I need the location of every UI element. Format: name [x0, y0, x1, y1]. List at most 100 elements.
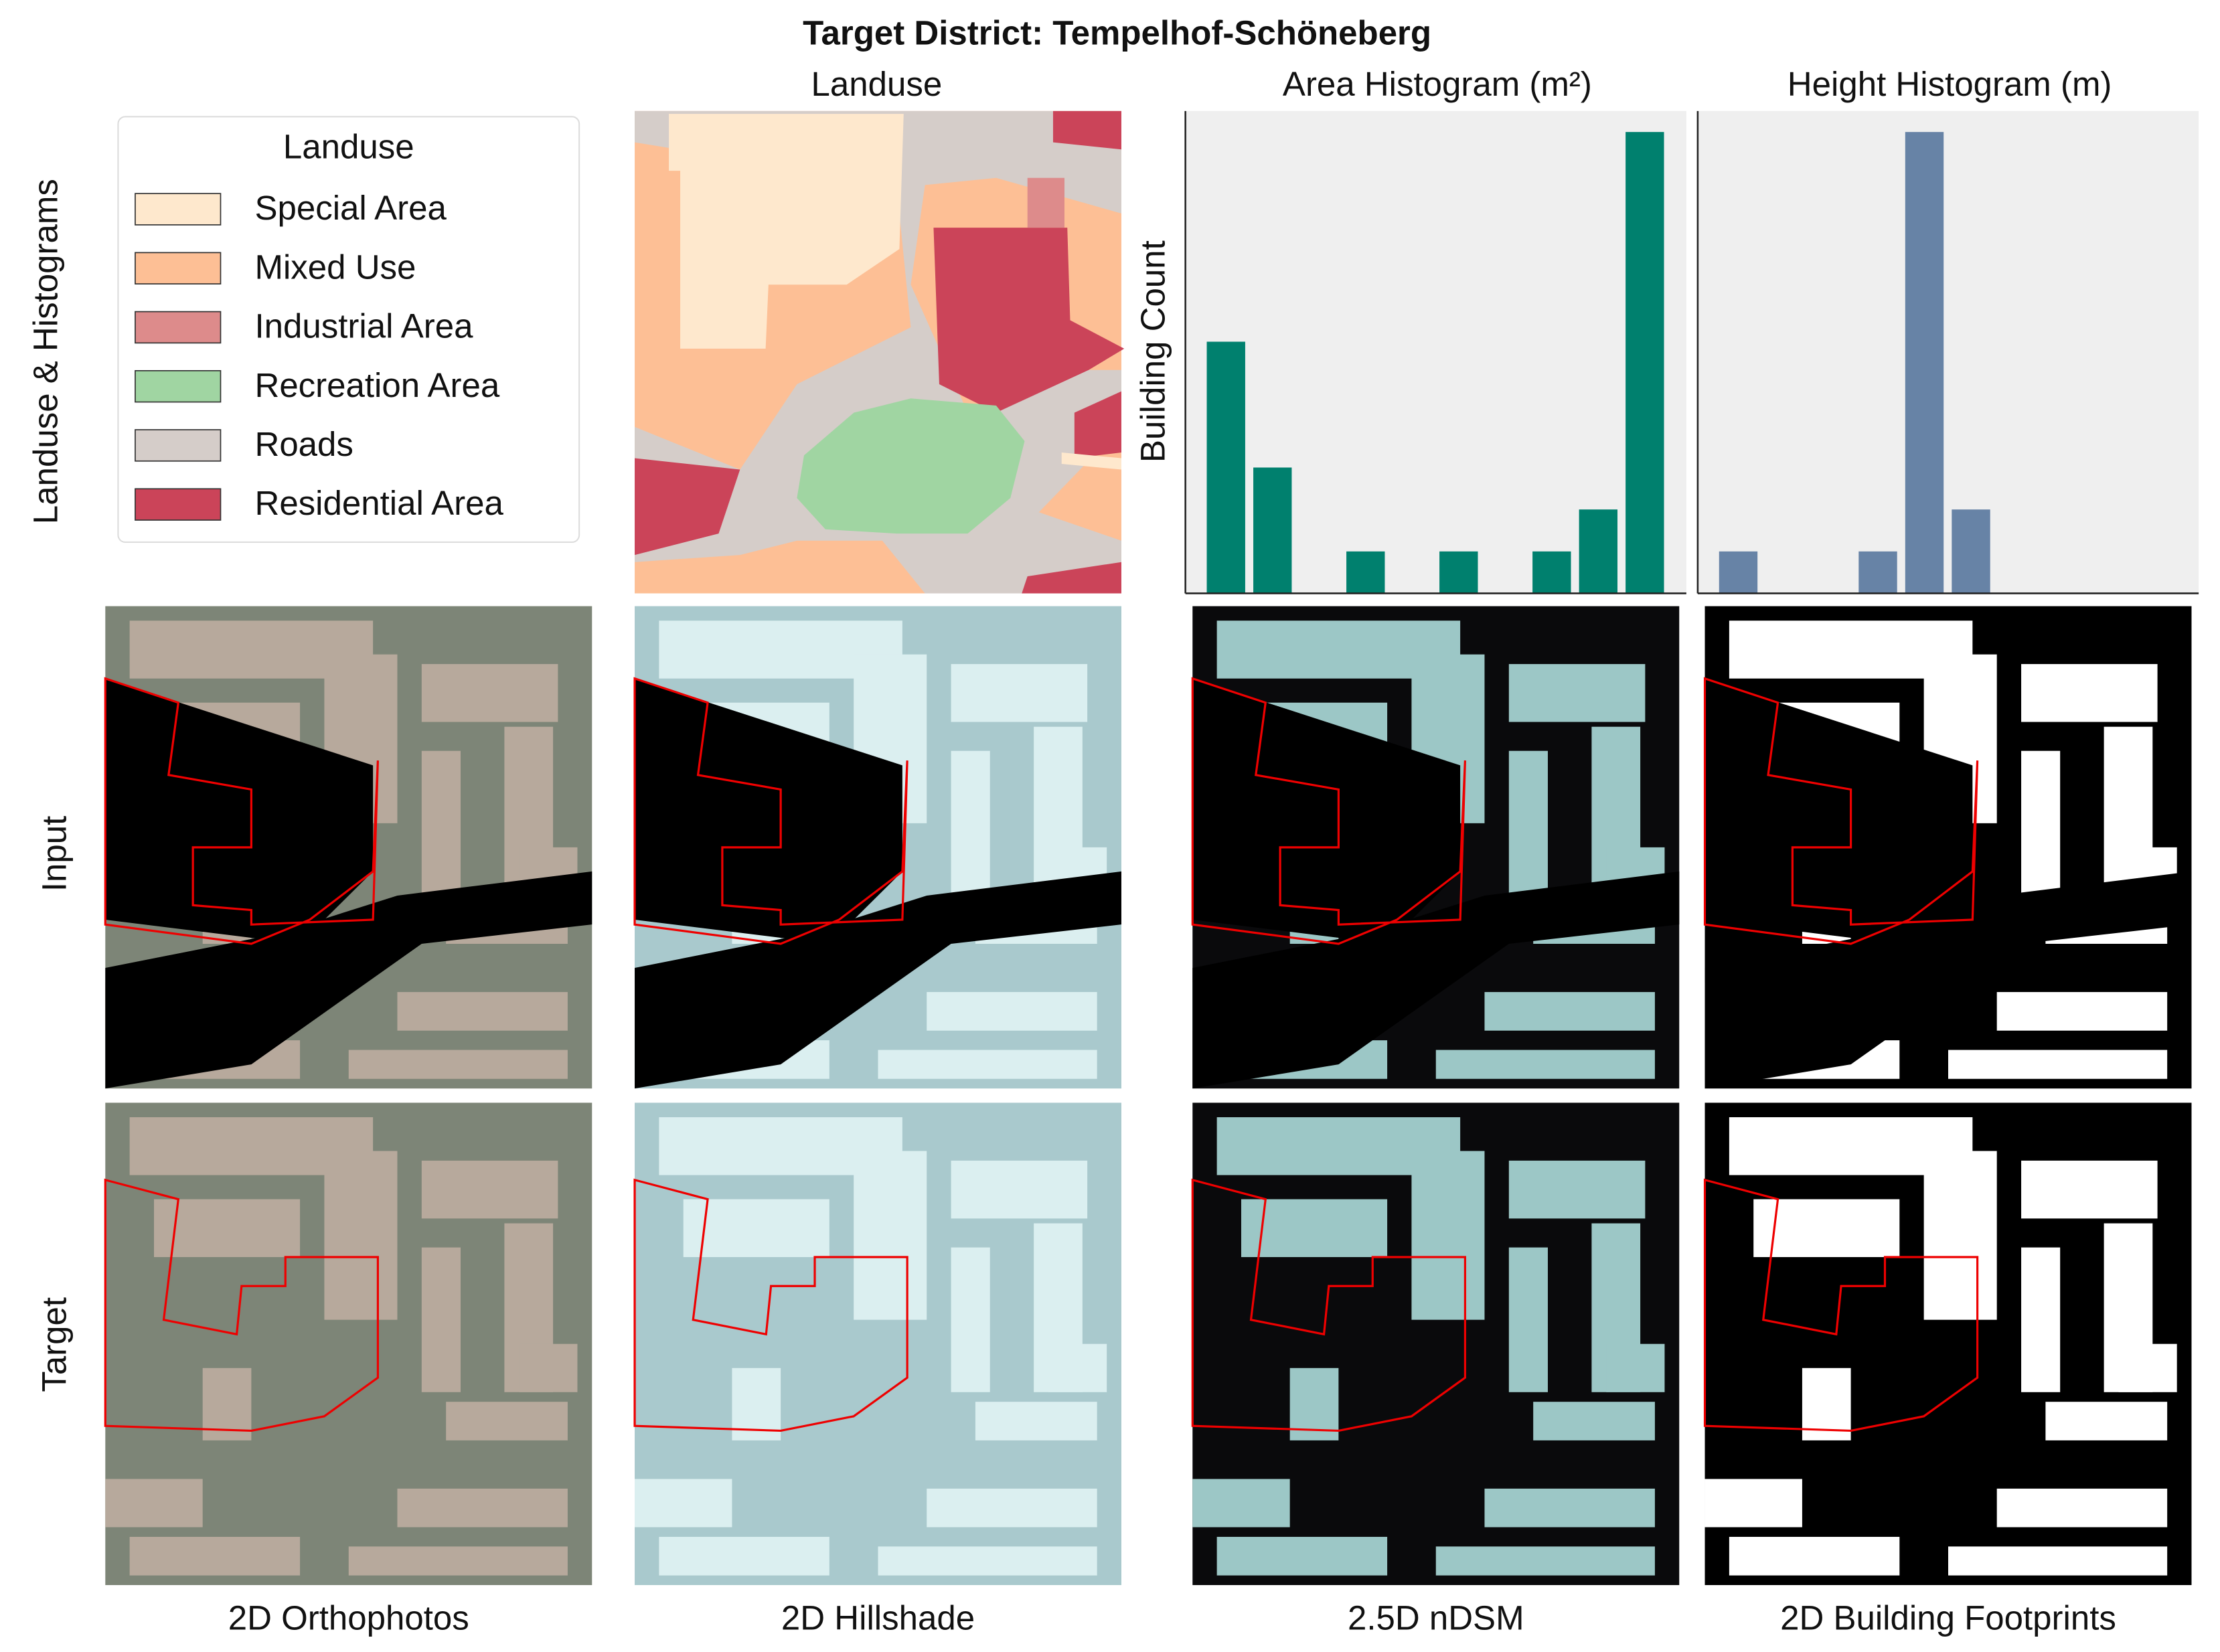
legend-swatch: [135, 193, 222, 226]
landuse-region: [1074, 391, 1122, 459]
landuse-region: [933, 228, 1125, 413]
building: [1435, 1546, 1655, 1576]
region-outline: [1703, 677, 1979, 945]
building: [1948, 1546, 2168, 1576]
region-outline: [633, 1178, 908, 1432]
panel-title: Height Histogram (m): [1788, 65, 2112, 103]
building: [153, 1199, 301, 1258]
building: [1533, 1402, 1655, 1440]
plot-area: [1697, 110, 2199, 594]
landuse-region: [797, 398, 1025, 534]
building: [105, 1479, 203, 1527]
landuse-region: [635, 458, 740, 556]
building: [951, 1160, 1088, 1219]
building: [1802, 1368, 1851, 1440]
building: [878, 1050, 1097, 1079]
building: [324, 1151, 398, 1320]
road-mask: [635, 871, 1122, 1089]
region-outline: [104, 677, 379, 945]
legend-label: Mixed Use: [254, 248, 416, 286]
building: [397, 1488, 568, 1527]
building: [1996, 1488, 2168, 1527]
building: [1411, 1151, 1485, 1320]
bar: [1532, 551, 1571, 594]
building: [1996, 992, 2168, 1031]
building: [1216, 1536, 1388, 1576]
region-outline: [1703, 1178, 1979, 1432]
image-panel: [1191, 1102, 1680, 1586]
legend-label: Recreation Area: [254, 366, 499, 404]
landuse-map: [635, 110, 1125, 594]
bar: [1952, 509, 1990, 594]
building: [1508, 664, 1646, 722]
panel-title: Landuse: [811, 65, 943, 103]
building: [927, 992, 1097, 1031]
row-label: Target: [35, 1297, 73, 1392]
bar: [1626, 132, 1664, 594]
bar: [1253, 467, 1292, 594]
road-mask: [1192, 871, 1680, 1089]
building: [1923, 1151, 1997, 1320]
building: [348, 1546, 568, 1576]
legend-label: Special Area: [254, 189, 447, 227]
building: [951, 664, 1088, 722]
building: [659, 1536, 829, 1576]
column-label: 2D Orthophotos: [228, 1599, 469, 1637]
building: [202, 1368, 252, 1440]
column-label: 2D Hillshade: [781, 1599, 975, 1637]
building: [1753, 1199, 1900, 1258]
building: [1729, 1536, 1900, 1576]
image-panel: [633, 606, 1122, 1089]
figure-title: Target District: Tempelhof-Schöneberg: [803, 14, 1431, 52]
landuse-region: [1022, 562, 1122, 594]
building: [348, 1050, 568, 1079]
region-outline: [633, 677, 908, 945]
building: [951, 1247, 990, 1392]
road-mask: [105, 871, 592, 1089]
building: [2021, 750, 2061, 896]
panel-title: Area Histogram (m²): [1283, 65, 1592, 103]
building: [1606, 1343, 1665, 1392]
building: [683, 1199, 829, 1258]
building: [129, 1536, 301, 1576]
bar: [1905, 132, 1944, 594]
column-label: 2D Building Footprints: [1780, 1599, 2116, 1637]
image-panel: [1703, 1102, 2192, 1586]
legend-title: Landuse: [283, 128, 414, 166]
legend-swatch: [135, 488, 222, 521]
region-outline: [1191, 1178, 1466, 1432]
bar: [1579, 509, 1618, 594]
landuse-region: [1052, 110, 1122, 150]
building: [1241, 1199, 1388, 1258]
legend-box: [117, 116, 580, 543]
building: [1484, 992, 1655, 1031]
building: [519, 1343, 578, 1392]
building: [2021, 1247, 2061, 1392]
building: [878, 1546, 1097, 1576]
row-label: Landuse & Histograms: [27, 179, 65, 524]
legend-swatch: [135, 252, 222, 284]
bar: [1439, 551, 1478, 594]
bar: [1206, 341, 1245, 594]
legend-swatch: [135, 311, 222, 344]
building: [732, 1368, 781, 1440]
building: [397, 992, 568, 1031]
building: [1948, 1050, 2168, 1079]
building: [1435, 1050, 1655, 1079]
building: [2045, 1402, 2168, 1440]
legend-label: Roads: [254, 425, 353, 463]
building: [927, 1488, 1097, 1527]
building: [421, 750, 461, 896]
region-outline: [104, 1178, 379, 1432]
building: [1508, 1247, 1548, 1392]
image-panel: [1191, 606, 1680, 1089]
building: [951, 750, 990, 896]
building: [1704, 1479, 1802, 1527]
legend-swatch: [135, 429, 222, 462]
legend-swatch: [135, 369, 222, 403]
building: [2118, 1343, 2177, 1392]
image-panel: [633, 1102, 1122, 1586]
bar: [1858, 551, 1897, 594]
legend-label: Residential Area: [254, 484, 503, 522]
